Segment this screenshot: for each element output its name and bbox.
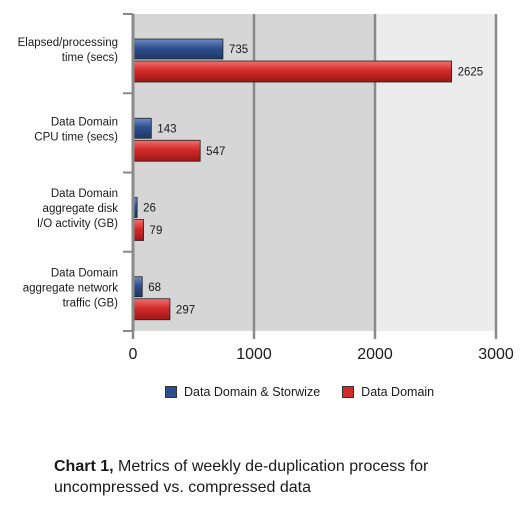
legend-label-storwize: Data Domain & Storwize (184, 385, 321, 399)
category-label: aggregate network (23, 282, 119, 294)
bar (133, 117, 152, 139)
category-labels: Elapsed/processing time (secs) Data Domain… (18, 37, 119, 309)
category-label: Data Domain (51, 188, 118, 200)
axes (123, 13, 498, 339)
value-label: 26 (143, 203, 156, 215)
legend-item-data-domain: Data Domain (342, 385, 434, 399)
bar (133, 276, 143, 298)
legend-swatch-storwize (165, 386, 177, 398)
value-label: 547 (206, 146, 225, 158)
bar (133, 298, 171, 321)
bar (133, 60, 453, 83)
x-tick-label: 1000 (236, 346, 272, 363)
category-label: time (secs) (62, 52, 118, 64)
value-label: 2625 (458, 67, 484, 79)
value-label: 68 (148, 282, 161, 294)
bar-chart: 735 2625 143 547 26 79 68 297 Elapsed/processin… (18, 13, 514, 363)
value-label: 297 (176, 304, 195, 316)
category-label: Data Domain (51, 267, 118, 279)
caption-bold: Chart 1, (54, 458, 114, 475)
category-label: I/O activity (GB) (37, 218, 118, 230)
value-label: 143 (157, 123, 176, 135)
legend-item-storwize: Data Domain & Storwize (165, 385, 320, 399)
bar (133, 38, 224, 60)
tick-labels: 0 1000 2000 3000 (129, 346, 514, 363)
value-labels: 735 2625 143 547 26 79 68 297 (143, 44, 483, 316)
legend-swatch-data-domain (342, 386, 355, 398)
category-label: CPU time (secs) (34, 131, 118, 143)
caption-text: Metrics of weekly de-duplication process… (54, 458, 429, 496)
category-label: Elapsed/processing (18, 37, 118, 49)
chart-caption: Chart 1, Metrics of weekly de-duplicatio… (54, 456, 514, 498)
category-label: Data Domain (51, 116, 118, 128)
bar (133, 219, 144, 241)
value-label: 735 (229, 44, 248, 56)
bar (133, 139, 201, 162)
x-tick-label: 2000 (357, 346, 393, 363)
x-tick-label: 0 (129, 346, 138, 363)
value-label: 79 (150, 225, 163, 237)
x-tick-label: 3000 (478, 346, 514, 363)
legend-label-data-domain: Data Domain (361, 385, 435, 399)
legend: Data Domain & Storwize Data Domain (165, 385, 456, 399)
category-label: aggregate disk (43, 203, 119, 215)
category-label: traffic (GB) (63, 297, 119, 309)
